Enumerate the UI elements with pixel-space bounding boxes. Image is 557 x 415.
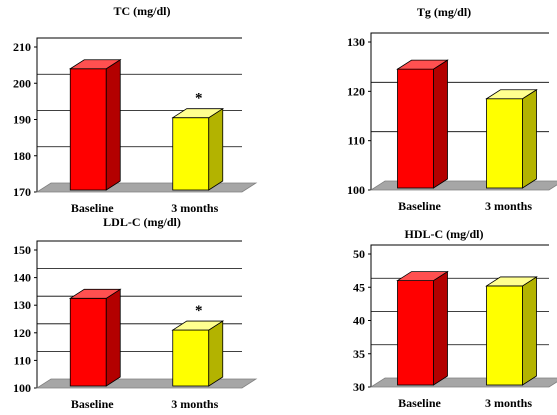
x-tick-label: Baseline bbox=[71, 397, 114, 411]
x-tick-label: 3 months bbox=[485, 199, 532, 213]
bar-side-2 bbox=[208, 320, 224, 387]
y-tick-label: 140 bbox=[13, 271, 31, 285]
x-tick-label: Baseline bbox=[398, 396, 441, 410]
bar-side-2 bbox=[208, 107, 224, 191]
bar-side-2 bbox=[522, 276, 537, 386]
bar-side-2 bbox=[522, 89, 537, 189]
bar-side-1 bbox=[433, 59, 448, 189]
chart-panel-4: 30 35 40 45 50 Baseline 3 months HDL-C (mg/dl) bbox=[353, 227, 557, 410]
chart-title: TC (mg/dl) bbox=[114, 4, 171, 18]
bar-top-2 bbox=[171, 108, 225, 119]
y-tick-label: 50 bbox=[353, 247, 365, 261]
bar-2 bbox=[172, 329, 210, 387]
bar-side-1 bbox=[433, 270, 448, 386]
y-tick-label: 170 bbox=[13, 185, 31, 199]
bar-1 bbox=[69, 297, 107, 387]
y-tick-label: 120 bbox=[347, 84, 365, 98]
chart-panel-1: 170 180 190 200 210 Baseline 3 months * TC (mg/d… bbox=[13, 4, 258, 215]
bar-top-2 bbox=[485, 89, 538, 100]
bar-1 bbox=[69, 68, 107, 191]
y-tick-label: 30 bbox=[353, 380, 365, 394]
x-tick-label: 3 months bbox=[171, 201, 218, 215]
y-tick-label: 180 bbox=[13, 149, 31, 163]
bar-top-1 bbox=[68, 288, 122, 299]
y-tick-label: 45 bbox=[353, 280, 365, 294]
y-tick-label: 110 bbox=[348, 134, 365, 148]
bar-2 bbox=[172, 117, 210, 191]
y-tick-label: 210 bbox=[13, 40, 31, 54]
significance-marker: * bbox=[195, 91, 203, 107]
y-tick-label: 100 bbox=[13, 381, 31, 395]
y-tick-label: 110 bbox=[14, 353, 31, 367]
x-tick-label: 3 months bbox=[171, 397, 218, 411]
chart-panel-2: 100 110 120 130 Baseline 3 months Tg (mg/dl) bbox=[347, 5, 557, 213]
bar-2 bbox=[486, 285, 523, 386]
y-tick-label: 130 bbox=[13, 298, 31, 312]
chart-title: LDL-C (mg/dl) bbox=[103, 215, 181, 229]
bar-2 bbox=[486, 98, 523, 189]
y-tick-label: 35 bbox=[353, 347, 365, 361]
bar-1 bbox=[397, 280, 434, 386]
chart-title: Tg (mg/dl) bbox=[417, 5, 471, 19]
bar-top-2 bbox=[485, 276, 538, 287]
x-tick-label: Baseline bbox=[71, 201, 114, 215]
y-tick-label: 40 bbox=[353, 314, 365, 328]
bar-side-1 bbox=[105, 59, 121, 191]
chart-panel-3: 100 110 120 130 140 150 Baseline 3 months * LDL-C… bbox=[13, 215, 258, 411]
y-tick-label: 130 bbox=[347, 35, 365, 49]
bar-top-2 bbox=[171, 320, 225, 331]
significance-marker: * bbox=[195, 303, 203, 319]
x-tick-label: Baseline bbox=[398, 199, 441, 213]
bar-1 bbox=[397, 68, 434, 189]
y-tick-label: 150 bbox=[13, 243, 31, 257]
y-tick-label: 100 bbox=[347, 183, 365, 197]
y-tick-label: 200 bbox=[13, 76, 31, 90]
floor bbox=[35, 182, 258, 193]
bar-top-1 bbox=[396, 59, 449, 70]
y-tick-label: 120 bbox=[13, 326, 31, 340]
bar-top-1 bbox=[68, 59, 122, 70]
floor bbox=[35, 378, 258, 389]
chart-title: HDL-C (mg/dl) bbox=[405, 227, 484, 241]
bar-side-1 bbox=[105, 288, 121, 387]
bar-top-1 bbox=[396, 271, 449, 282]
x-tick-label: 3 months bbox=[485, 396, 532, 410]
y-tick-label: 190 bbox=[13, 113, 31, 127]
